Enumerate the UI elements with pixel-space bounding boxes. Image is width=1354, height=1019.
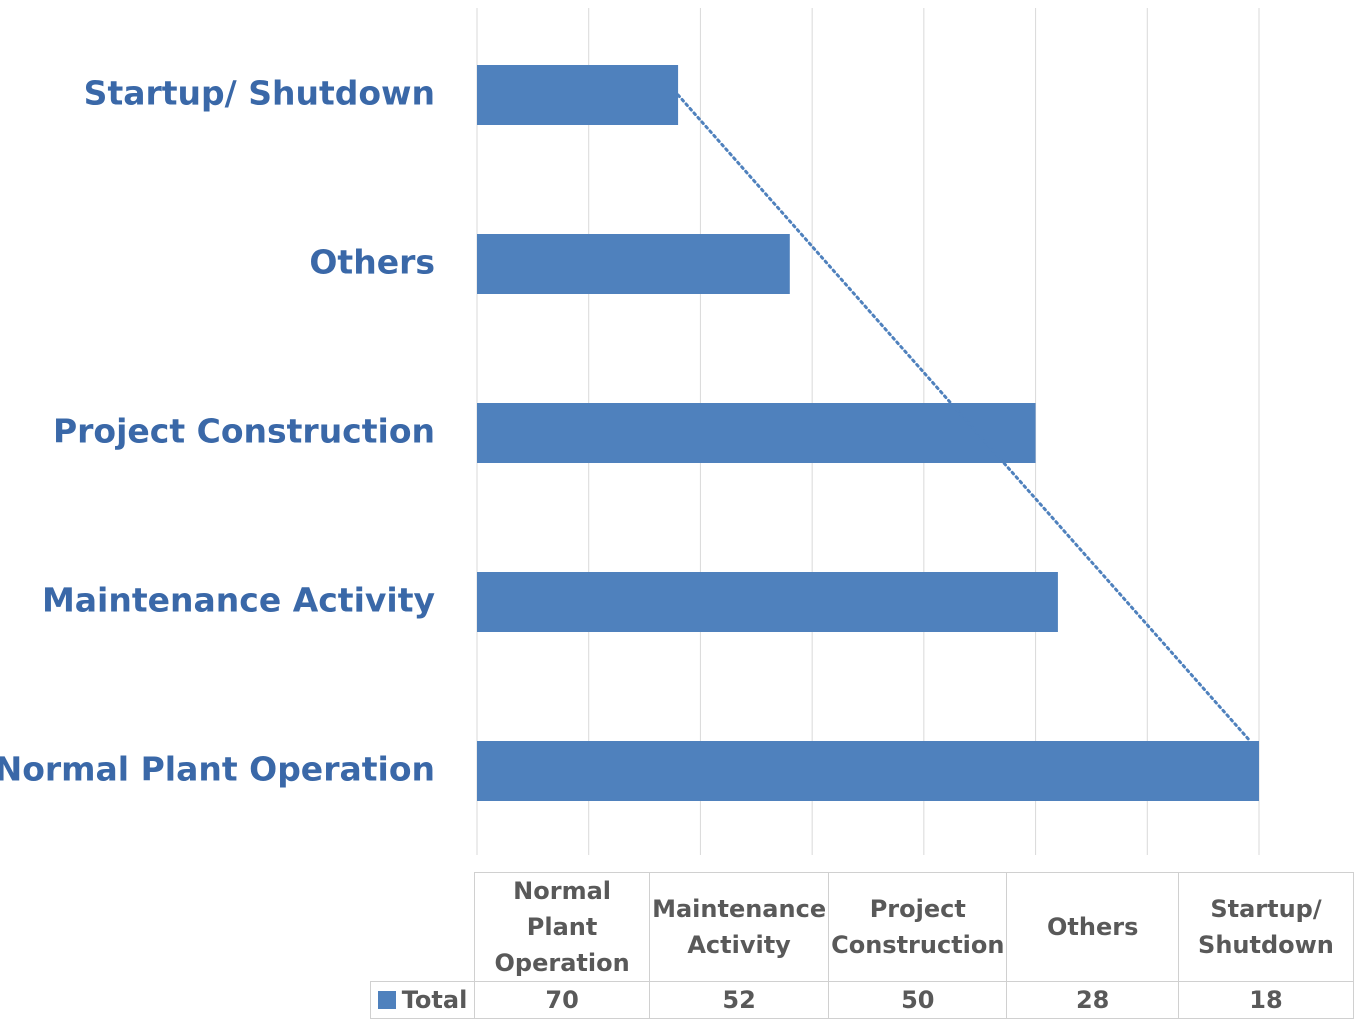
category-label: Normal Plant Operation (0, 750, 435, 789)
header-row: Normal Plant Operation Maintenance Activi… (370, 872, 1354, 982)
value-cell: 52 (649, 981, 830, 1019)
column-header: Others (1006, 872, 1179, 982)
column-header: Startup/ Shutdown (1177, 872, 1354, 982)
value-cell: 28 (1006, 981, 1179, 1019)
column-header: Maintenance Activity (649, 872, 830, 982)
category-label: Project Construction (53, 412, 435, 451)
value-cell: 70 (474, 981, 651, 1019)
value-row: Total 70 52 50 28 18 (369, 981, 1354, 1019)
value-cell: 50 (828, 981, 1008, 1019)
blank-cell (370, 872, 476, 982)
bar (477, 403, 1036, 463)
category-label: Startup/ Shutdown (84, 74, 435, 113)
category-label: Maintenance Activity (42, 581, 435, 620)
column-header: Normal Plant Operation (474, 872, 651, 982)
legend-cell: Total (369, 981, 476, 1019)
chart: Normal Plant Operation Maintenance Activi… (0, 8, 1260, 855)
bar (477, 234, 790, 294)
trendline (676, 93, 1252, 743)
column-header: Project Construction (828, 872, 1008, 982)
bar (477, 741, 1259, 801)
value-cell: 18 (1177, 981, 1354, 1019)
page: Normal Plant Operation Maintenance Activi… (0, 8, 1354, 1019)
data-table: Normal Plant Operation Maintenance Activi… (369, 872, 1354, 1019)
bar (477, 65, 679, 125)
bar (477, 572, 1058, 632)
category-label: Others (309, 243, 435, 282)
legend-label: Total (401, 986, 468, 1014)
